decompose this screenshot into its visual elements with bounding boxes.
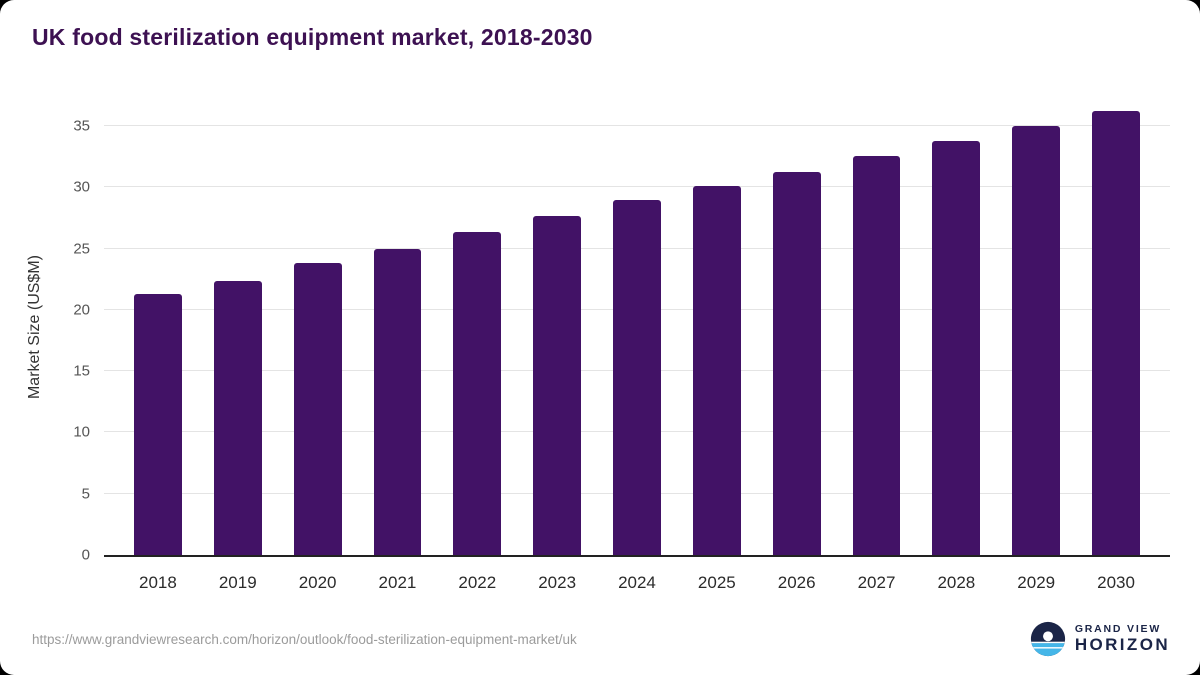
logo-line1: GRAND VIEW xyxy=(1074,623,1162,636)
gridline xyxy=(104,186,1170,188)
x-tick-label: 2022 xyxy=(458,573,497,592)
plot: 0 5 10 15 20 25 30 35 xyxy=(73,98,1170,564)
x-tick-label: 2025 xyxy=(697,573,736,592)
gridline xyxy=(104,125,1170,127)
x-tick-label: 2019 xyxy=(218,573,257,592)
bar-slot xyxy=(437,98,517,555)
source-url: https://www.grandviewresearch.com/horizo… xyxy=(32,632,577,647)
bar-slot xyxy=(118,98,198,555)
bar-2024 xyxy=(613,199,661,555)
bar-2025 xyxy=(692,186,741,555)
bar-2023 xyxy=(533,215,582,555)
bar-slot xyxy=(996,98,1076,555)
bar-2026 xyxy=(772,171,821,555)
y-tick-label: 20 xyxy=(73,301,90,319)
bar-2021 xyxy=(373,248,422,555)
bar-slot xyxy=(1076,98,1156,555)
bar-2027 xyxy=(852,155,901,555)
x-tick-label: 2023 xyxy=(538,573,577,592)
y-axis-title-wrap: Market Size (US$M) xyxy=(26,98,44,557)
x-tick-label: 2030 xyxy=(1097,573,1135,592)
bar-2030 xyxy=(1092,111,1140,555)
bar-2018 xyxy=(133,294,182,555)
x-tick-label: 2024 xyxy=(618,573,656,592)
x-tick-label: 2028 xyxy=(937,573,976,592)
y-axis-title: Market Size (US$M) xyxy=(26,255,43,400)
x-tick-label: 2027 xyxy=(857,573,896,592)
bar-2028 xyxy=(932,140,981,555)
bar-2020 xyxy=(293,263,342,555)
y-tick-label: 35 xyxy=(73,117,90,135)
bar-2022 xyxy=(453,231,502,555)
bar-slot xyxy=(837,98,917,555)
x-tick-label: 2026 xyxy=(777,573,816,592)
x-labels: 2018 2019 2020 2021 2022 2023 2024 2025 2026 2027… xyxy=(104,563,1170,595)
bar-slot xyxy=(677,98,757,555)
bar-slot xyxy=(597,98,677,555)
x-tick-label: 2018 xyxy=(139,573,177,592)
x-tick-label: 2021 xyxy=(378,573,417,592)
bar-slot xyxy=(278,98,358,555)
bar-2019 xyxy=(213,280,262,555)
bar-slot xyxy=(198,98,278,555)
y-tick-label: 15 xyxy=(73,362,90,380)
x-tick-label: 2029 xyxy=(1017,573,1056,592)
y-tick-label: 0 xyxy=(81,546,90,564)
bar-slot xyxy=(757,98,837,555)
bar-slot xyxy=(358,98,438,555)
y-tick-label: 30 xyxy=(73,178,90,196)
y-tick-label: 5 xyxy=(81,485,90,503)
x-tick-label: 2020 xyxy=(298,573,337,592)
bar-2029 xyxy=(1012,126,1061,555)
logo-text: GRAND VIEW HORIZON xyxy=(1075,623,1170,655)
y-tick-label: 10 xyxy=(73,423,90,441)
y-tick-label: 25 xyxy=(73,240,90,258)
bar-slot xyxy=(916,98,996,555)
grandview-horizon-logo: GRAND VIEW HORIZON xyxy=(1030,621,1170,657)
bar-slot xyxy=(517,98,597,555)
page-title: UK food sterilization equipment market, … xyxy=(32,24,593,50)
bars xyxy=(104,98,1170,555)
horizon-logo-icon xyxy=(1030,621,1065,657)
logo-line2: HORIZON xyxy=(1074,635,1170,655)
